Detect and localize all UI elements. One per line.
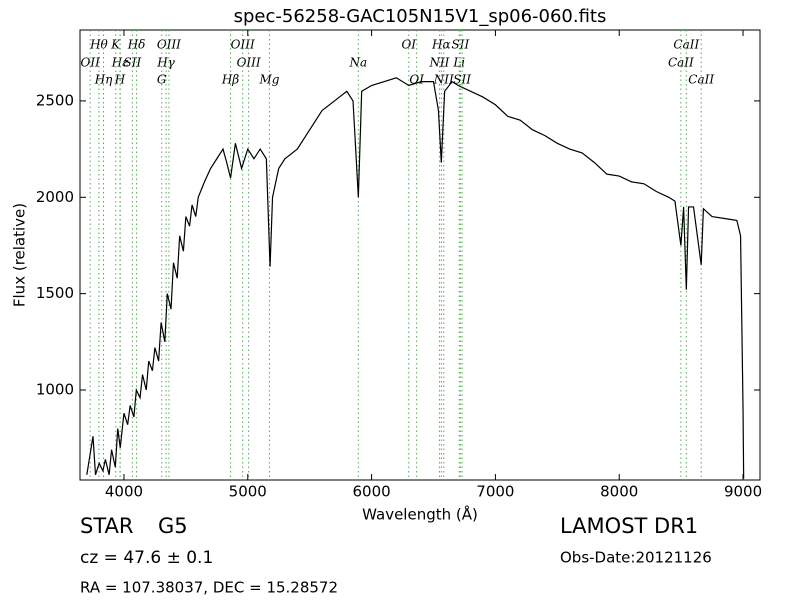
x-axis-label: Wavelength (Å) [362,505,478,524]
survey: LAMOST DR1 [560,514,698,538]
y-tick-label: 1500 [36,284,74,302]
spectral-line-label: K [110,38,121,52]
spectral-line-label: OI [409,73,424,87]
spectral-line-label: SII [453,73,471,87]
spectral-line-label: H [114,73,126,87]
spectral-line-label: OII [80,56,100,70]
object-class: STAR [80,514,133,538]
spectral-line-label: Hα [431,38,451,52]
spectral-line-label: Hβ [221,73,239,87]
redshift: cz = 47.6 ± 0.1 [80,548,213,568]
spectral-line-label: OIII [157,38,181,52]
coordinates: RA = 107.38037, DEC = 15.28572 [80,579,338,597]
spectral-line-label: OI [401,38,416,52]
spectral-line-label: Hγ [156,56,175,70]
x-tick-label: 5000 [229,483,267,501]
y-axis-label: Flux (relative) [11,203,29,307]
x-tick-label: 8000 [600,483,638,501]
spectral-line-label: CaII [673,38,699,52]
x-tick-label: 9000 [724,483,762,501]
spectral-line-label: Na [349,56,368,70]
obs-date: Obs-Date:20121126 [560,549,712,567]
spectral-line-label: CaII [688,73,714,87]
plot-frame [79,29,761,481]
spectral-line-label: NII [433,73,454,87]
spectral-line-label: SII [452,38,470,52]
y-tick-label: 2000 [36,188,74,206]
spectral-line-label: NII [428,56,449,70]
x-tick-label: 4000 [105,483,143,501]
spectral-line-label: OIII [231,38,255,52]
spectral-line-label: Hδ [127,38,146,52]
spectral-line-label: Hη [94,73,113,87]
y-tick-label: 2500 [36,91,74,109]
spectrum-line [86,77,745,479]
spectral-line-label: SII [124,56,142,70]
y-tick-label: 1000 [36,381,74,399]
spectral-line-label: Hθ [89,38,108,52]
chart-title: spec-56258-GAC105N15V1_sp06-060.fits [234,6,607,27]
spectral-line-label: G [157,73,167,87]
x-tick-label: 7000 [476,483,514,501]
spectral-line-label: Mg [258,73,279,87]
spectral-line-label: Li [452,56,465,70]
object-subclass: G5 [158,514,188,538]
x-tick-label: 6000 [352,483,390,501]
spectral-line-label: CaII [668,56,694,70]
spectral-line-label: OIII [237,56,261,70]
